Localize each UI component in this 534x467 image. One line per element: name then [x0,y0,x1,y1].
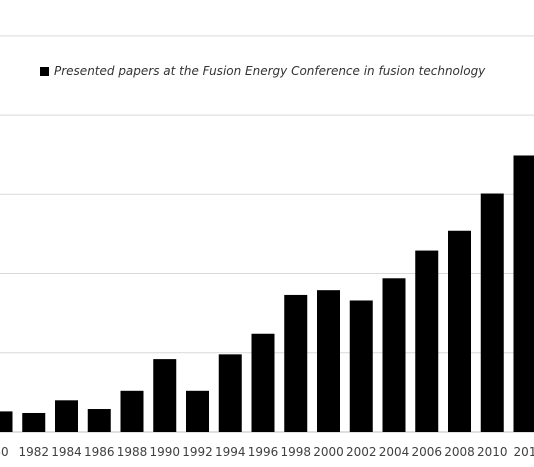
bar-1984 [55,400,78,432]
x-tick-label: 2004 [379,445,410,459]
bar-2010 [481,194,504,432]
legend-swatch [40,67,49,76]
x-tick-label: 1996 [248,445,279,459]
bar-1986 [88,409,111,432]
x-tick-label: 2008 [444,445,475,459]
x-tick-label: 2000 [313,445,344,459]
x-tick-label: 2002 [346,445,377,459]
x-tick-label: 1986 [84,445,115,459]
bar-1994 [219,354,242,432]
bar-2000 [317,290,340,432]
x-tick-label: 2006 [411,445,442,459]
legend-label: Presented papers at the Fusion Energy Co… [54,64,485,78]
bar-1996 [252,334,275,432]
bar-2004 [383,278,406,432]
bar-1980 [0,411,13,432]
bar-2008 [448,231,471,432]
bar-1998 [284,295,307,432]
bar-2002 [350,300,373,432]
bar-1982 [22,413,45,432]
x-tick-label: 1984 [51,445,82,459]
x-tick-label: 1992 [182,445,213,459]
bar-2012 [514,155,534,432]
x-tick-label: 2010 [477,445,508,459]
x-tick-label: 1998 [280,445,311,459]
x-tick-label: 201 [514,445,534,459]
x-tick-label: 1994 [215,445,246,459]
bar-2006 [415,251,438,432]
legend: Presented papers at the Fusion Energy Co… [40,64,485,78]
x-tick-label: 1982 [18,445,49,459]
bar-1992 [186,391,209,432]
x-tick-label: 1988 [117,445,148,459]
bar-1988 [121,391,144,432]
x-tick-label: 1990 [149,445,180,459]
x-tick-label: 80 [0,445,9,459]
bar-1990 [153,359,176,432]
